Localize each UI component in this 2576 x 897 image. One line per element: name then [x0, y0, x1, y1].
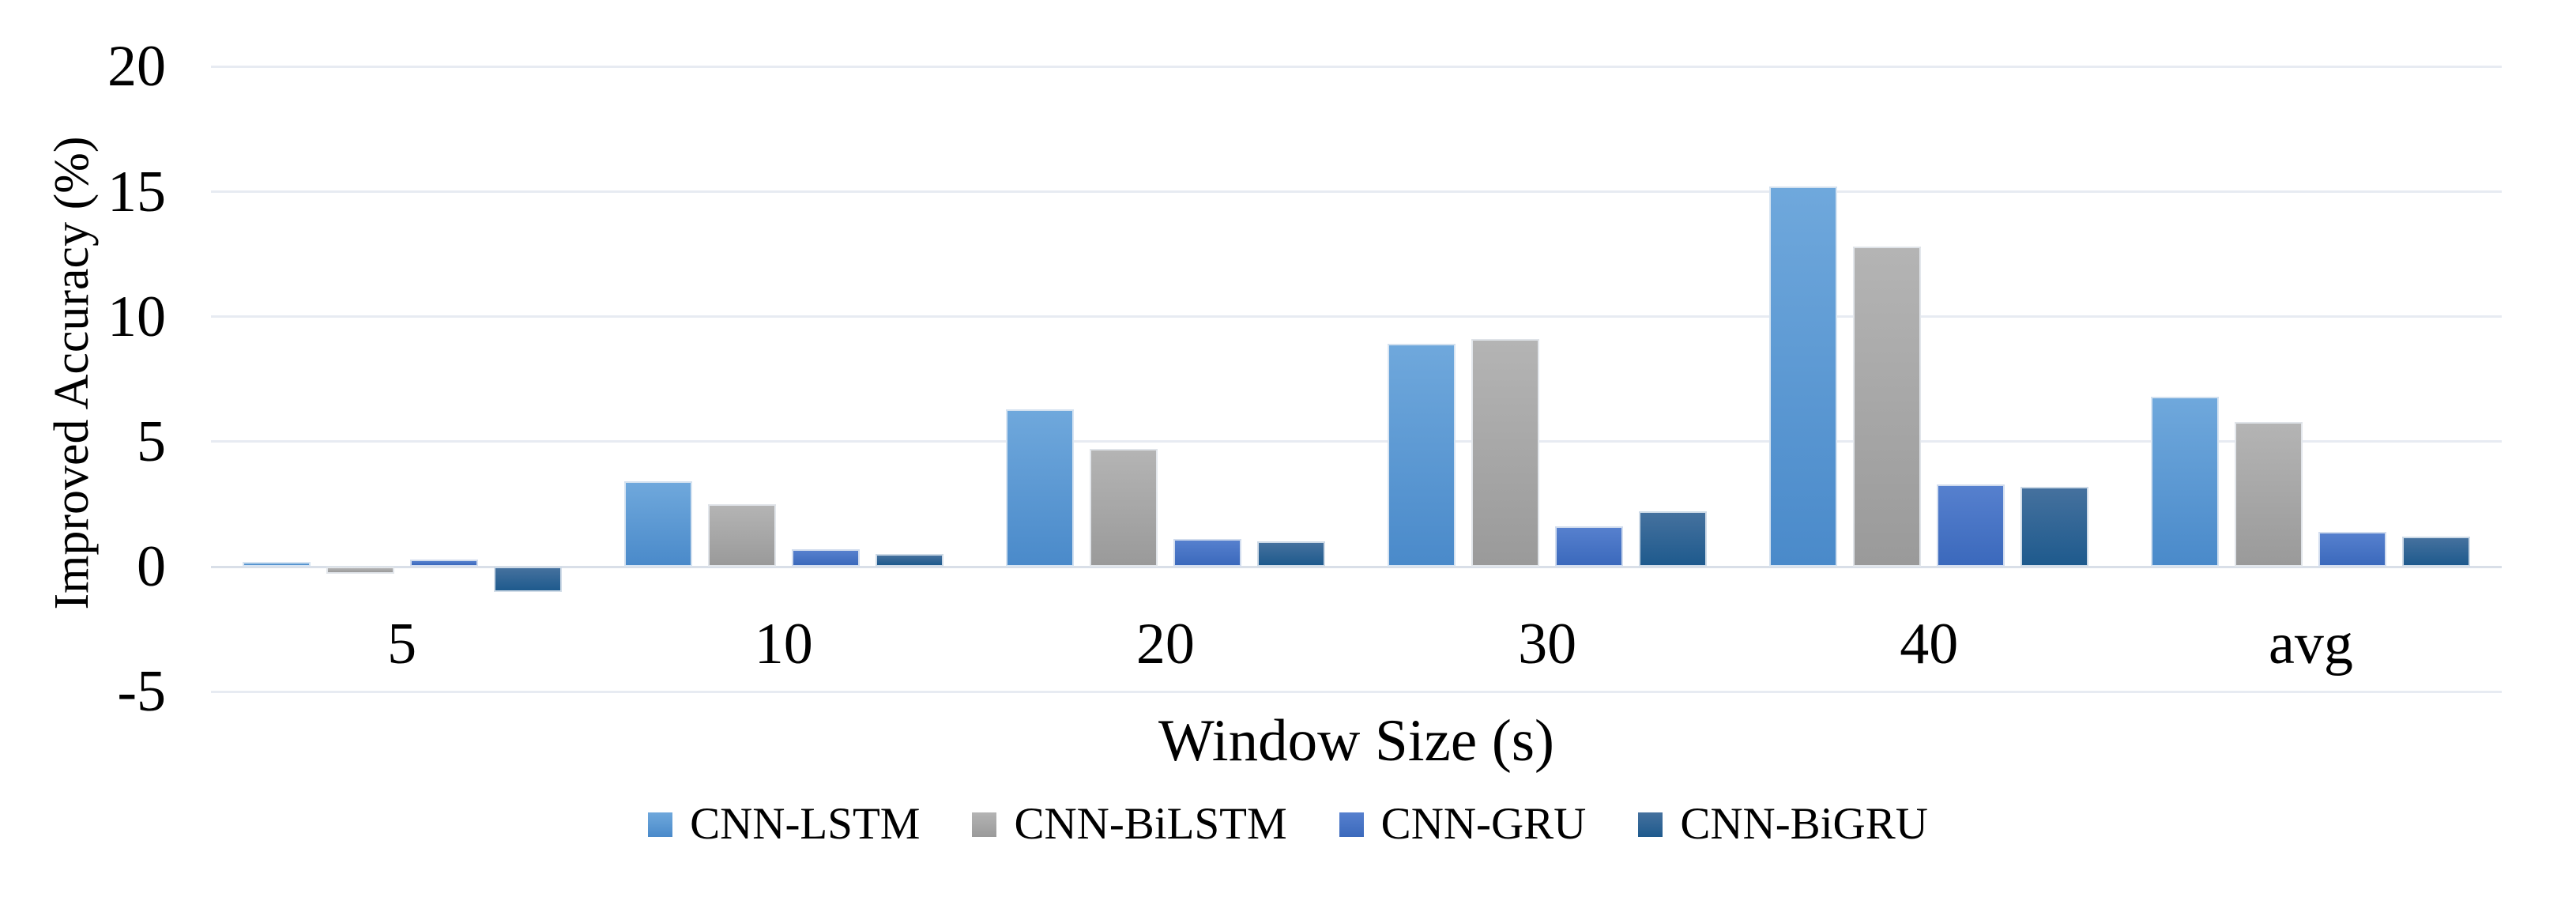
bar-CNN-BiGRU-30 — [1639, 511, 1708, 567]
bar-CNN-BiLSTM-avg — [2235, 421, 2303, 567]
legend-swatch-CNN-GRU — [1339, 812, 1364, 837]
bar-CNN-GRU-20 — [1173, 539, 1241, 567]
bar-CNN-GRU-10 — [791, 548, 860, 567]
category-label-30: 30 — [1518, 612, 1577, 677]
legend-swatch-CNN-BiGRU — [1638, 812, 1663, 837]
legend-label-CNN-LSTM: CNN-LSTM — [690, 799, 921, 849]
bar-CNN-GRU-avg — [2318, 531, 2387, 567]
bar-CNN-LSTM-5 — [242, 561, 311, 567]
legend-swatch-CNN-BiLSTM — [972, 812, 997, 837]
gridline-y0 — [211, 565, 2502, 568]
y-tick-label-10: 10 — [107, 284, 166, 349]
bar-CNN-BiGRU-10 — [875, 554, 943, 567]
bar-CNN-GRU-5 — [409, 559, 478, 567]
bar-CNN-BiLSTM-5 — [326, 567, 394, 575]
bar-CNN-BiGRU-avg — [2402, 537, 2471, 567]
legend-label-CNN-BiLSTM: CNN-BiLSTM — [1014, 799, 1287, 849]
bar-CNN-BiLSTM-30 — [1471, 339, 1540, 567]
bar-CNN-GRU-40 — [1937, 484, 2005, 567]
gridline-y20 — [211, 65, 2502, 68]
legend-item-CNN-GRU: CNN-GRU — [1339, 799, 1587, 849]
category-label-40: 40 — [1900, 612, 1959, 677]
category-label-20: 20 — [1135, 612, 1195, 677]
legend-label-CNN-GRU: CNN-GRU — [1380, 799, 1587, 849]
y-tick-label-15: 15 — [107, 159, 166, 224]
y-axis-title: Improved Accuracy (%) — [45, 136, 99, 610]
bar-CNN-GRU-30 — [1555, 526, 1624, 567]
legend-label-CNN-BiGRU: CNN-BiGRU — [1680, 799, 1928, 849]
gridline-y-5 — [211, 690, 2502, 693]
bar-CNN-LSTM-avg — [2151, 396, 2220, 567]
bar-CNN-BiGRU-20 — [1256, 541, 1325, 567]
category-label-5: 5 — [387, 612, 417, 677]
gridline-y5 — [211, 440, 2502, 443]
legend-item-CNN-BiGRU: CNN-BiGRU — [1638, 800, 1928, 849]
legend-item-CNN-LSTM: CNN-LSTM — [648, 800, 920, 849]
legend: CNN-LSTM CNN-BiLSTM CNN-GRU CNN-BiGRU — [0, 800, 2576, 849]
y-tick-label-20: 20 — [107, 34, 166, 100]
category-label-10: 10 — [754, 612, 813, 677]
category-label-avg: avg — [2268, 612, 2353, 677]
bar-CNN-LSTM-30 — [1388, 344, 1456, 567]
gridline-y10 — [211, 315, 2502, 318]
y-tick-label-0: 0 — [137, 534, 166, 599]
bar-CNN-BiGRU-5 — [493, 567, 562, 592]
legend-swatch-CNN-LSTM — [648, 812, 673, 837]
y-tick-label-5: 5 — [137, 409, 166, 474]
bar-CNN-LSTM-20 — [1005, 409, 1074, 567]
bar-CNN-BiLSTM-10 — [707, 503, 776, 567]
legend-item-CNN-BiLSTM: CNN-BiLSTM — [972, 799, 1287, 849]
bar-CNN-LSTM-10 — [623, 481, 692, 567]
gridline-y15 — [211, 190, 2502, 194]
bar-CNN-BiLSTM-20 — [1089, 449, 1158, 567]
bar-CNN-BiGRU-40 — [2021, 486, 2089, 567]
y-tick-label--5: -5 — [117, 659, 166, 725]
bar-CNN-LSTM-40 — [1769, 187, 1838, 567]
bar-CNN-BiLSTM-40 — [1853, 247, 1922, 567]
x-axis-title: Window Size (s) — [1158, 708, 1555, 774]
